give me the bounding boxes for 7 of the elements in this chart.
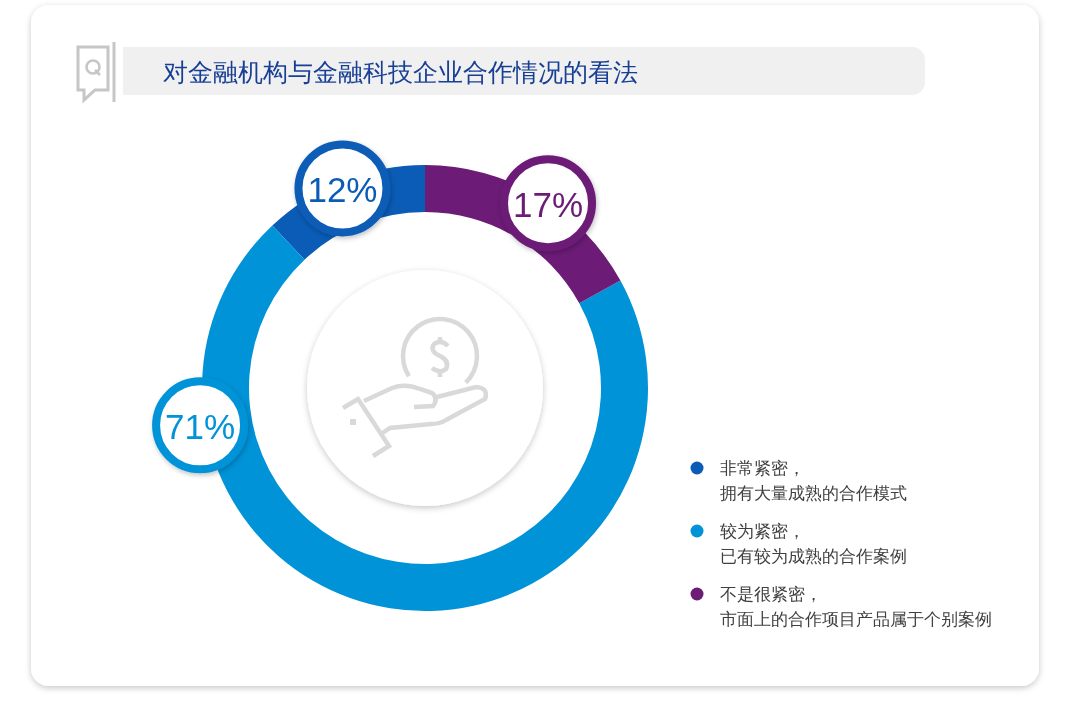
data-label: 71% — [165, 406, 236, 446]
legend-label: 非常紧密，拥有大量成熟的合作模式 — [720, 458, 907, 503]
chart-title: 对金融机构与金融科技企业合作情况的看法 — [163, 58, 638, 86]
legend-label: 较为紧密，已有较为成熟的合作案例 — [720, 521, 907, 566]
legend-label: 不是很紧密，市面上的合作项目产品属于个别案例 — [720, 584, 992, 629]
data-label: 12% — [307, 169, 378, 209]
data-label: 17% — [513, 184, 584, 224]
